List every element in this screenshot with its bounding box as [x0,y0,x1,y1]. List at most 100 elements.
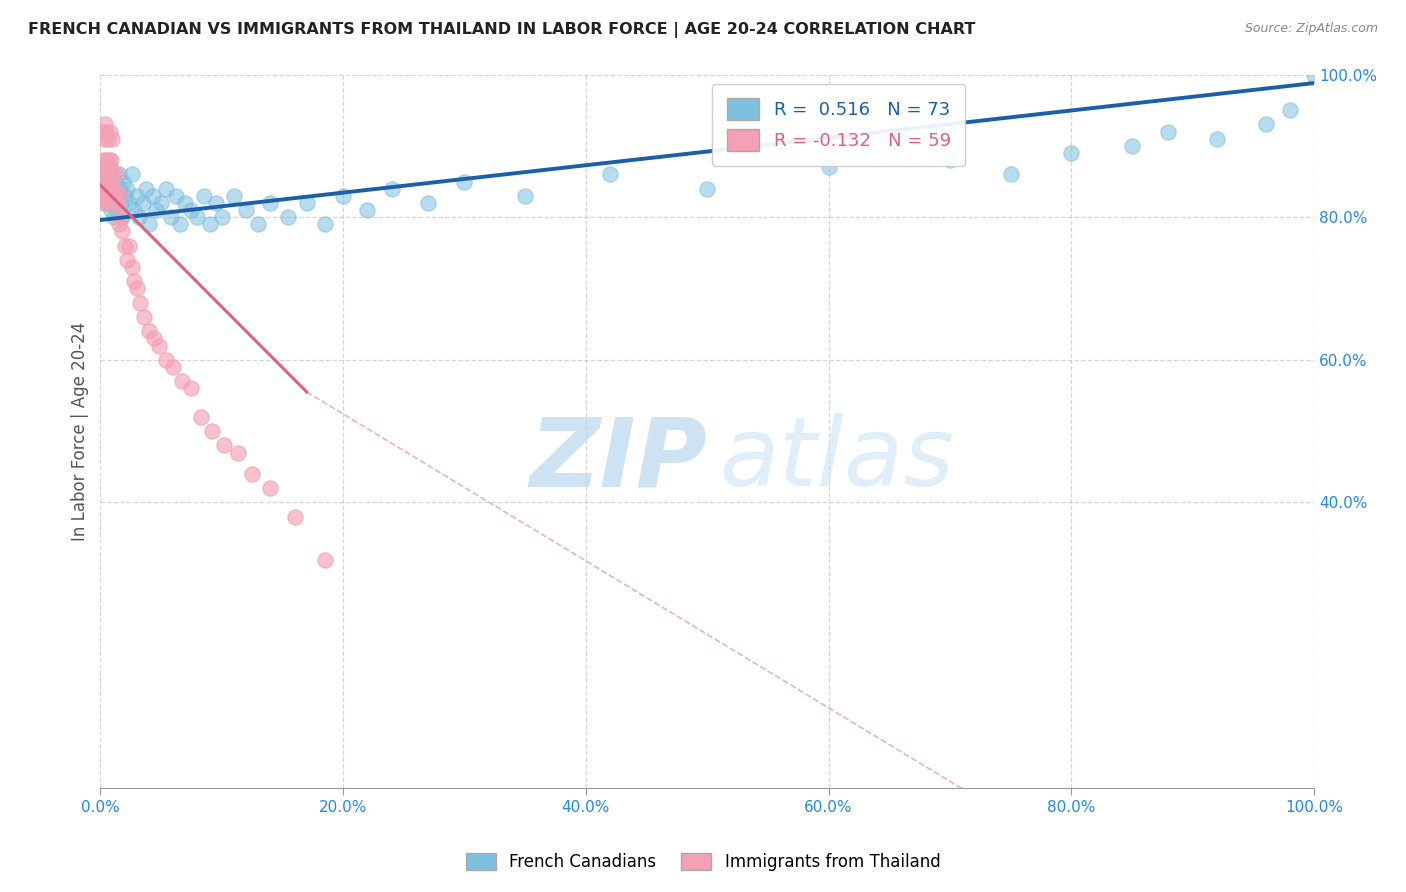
Point [1206,132,1229,146]
Point [111,224,134,238]
Point [356,202,378,217]
Point [93,132,115,146]
Point [314,217,336,231]
Point [148,338,170,352]
Point [115,181,138,195]
Legend: R =  0.516   N = 73, R = -0.132   N = 59: R = 0.516 N = 73, R = -0.132 N = 59 [713,84,965,166]
Point [1157,125,1180,139]
Point [193,188,215,202]
Point [211,210,233,224]
Point [110,210,132,224]
Point [107,167,129,181]
Point [515,188,537,202]
Point [104,181,127,195]
Point [129,295,152,310]
Point [159,210,181,224]
Point [105,202,128,217]
Point [112,174,135,188]
Point [107,217,129,231]
Point [259,195,281,210]
Point [314,552,336,566]
Point [94,174,117,188]
Point [105,167,128,181]
Text: atlas: atlas [720,413,955,506]
Point [124,274,146,288]
Point [100,181,122,195]
Point [204,195,226,210]
Point [817,160,839,174]
Point [100,167,122,181]
Point [174,195,197,210]
Point [138,324,160,338]
Text: ZIP: ZIP [529,413,707,506]
Point [100,153,122,167]
Point [155,181,177,195]
Point [101,132,124,146]
Point [132,310,155,324]
Point [190,409,212,424]
Point [98,125,121,139]
Point [97,188,120,202]
Point [259,481,281,495]
Point [226,445,249,459]
Point [295,195,318,210]
Point [105,195,128,210]
Point [121,260,143,274]
Text: Source: ZipAtlas.com: Source: ZipAtlas.com [1244,22,1378,36]
Point [97,132,120,146]
Point [235,202,257,217]
Point [599,167,621,181]
Point [105,188,128,202]
Point [180,202,202,217]
Point [94,195,117,210]
Point [118,195,141,210]
Point [93,181,115,195]
Point [101,195,124,210]
Point [96,153,118,167]
Point [247,217,270,231]
Point [222,188,245,202]
Point [103,210,125,224]
Point [142,331,165,345]
Point [101,195,124,210]
Point [1121,139,1143,153]
Point [132,195,155,210]
Y-axis label: In Labor Force | Age 20-24: In Labor Force | Age 20-24 [72,321,89,541]
Point [212,438,235,452]
Point [170,374,193,388]
Point [97,167,120,181]
Point [94,181,117,195]
Point [332,188,354,202]
Point [96,125,118,139]
Point [111,210,134,224]
Point [135,181,157,195]
Point [103,188,125,202]
Point [283,509,305,524]
Point [90,160,112,174]
Point [110,195,132,210]
Point [101,181,124,195]
Point [201,424,224,438]
Point [453,174,475,188]
Text: FRENCH CANADIAN VS IMMIGRANTS FROM THAILAND IN LABOR FORCE | AGE 20-24 CORRELATI: FRENCH CANADIAN VS IMMIGRANTS FROM THAIL… [28,22,976,38]
Point [97,181,120,195]
Point [162,359,184,374]
Point [155,352,177,367]
Point [91,188,114,202]
Point [416,195,439,210]
Point [381,181,404,195]
Point [125,188,148,202]
Point [94,118,117,132]
Point [165,188,187,202]
Point [98,160,121,174]
Point [121,167,143,181]
Point [145,202,167,217]
Point [101,167,124,181]
Point [169,217,191,231]
Point [94,160,117,174]
Point [97,195,120,210]
Point [91,153,114,167]
Point [108,181,131,195]
Point [1000,167,1022,181]
Point [125,281,148,295]
